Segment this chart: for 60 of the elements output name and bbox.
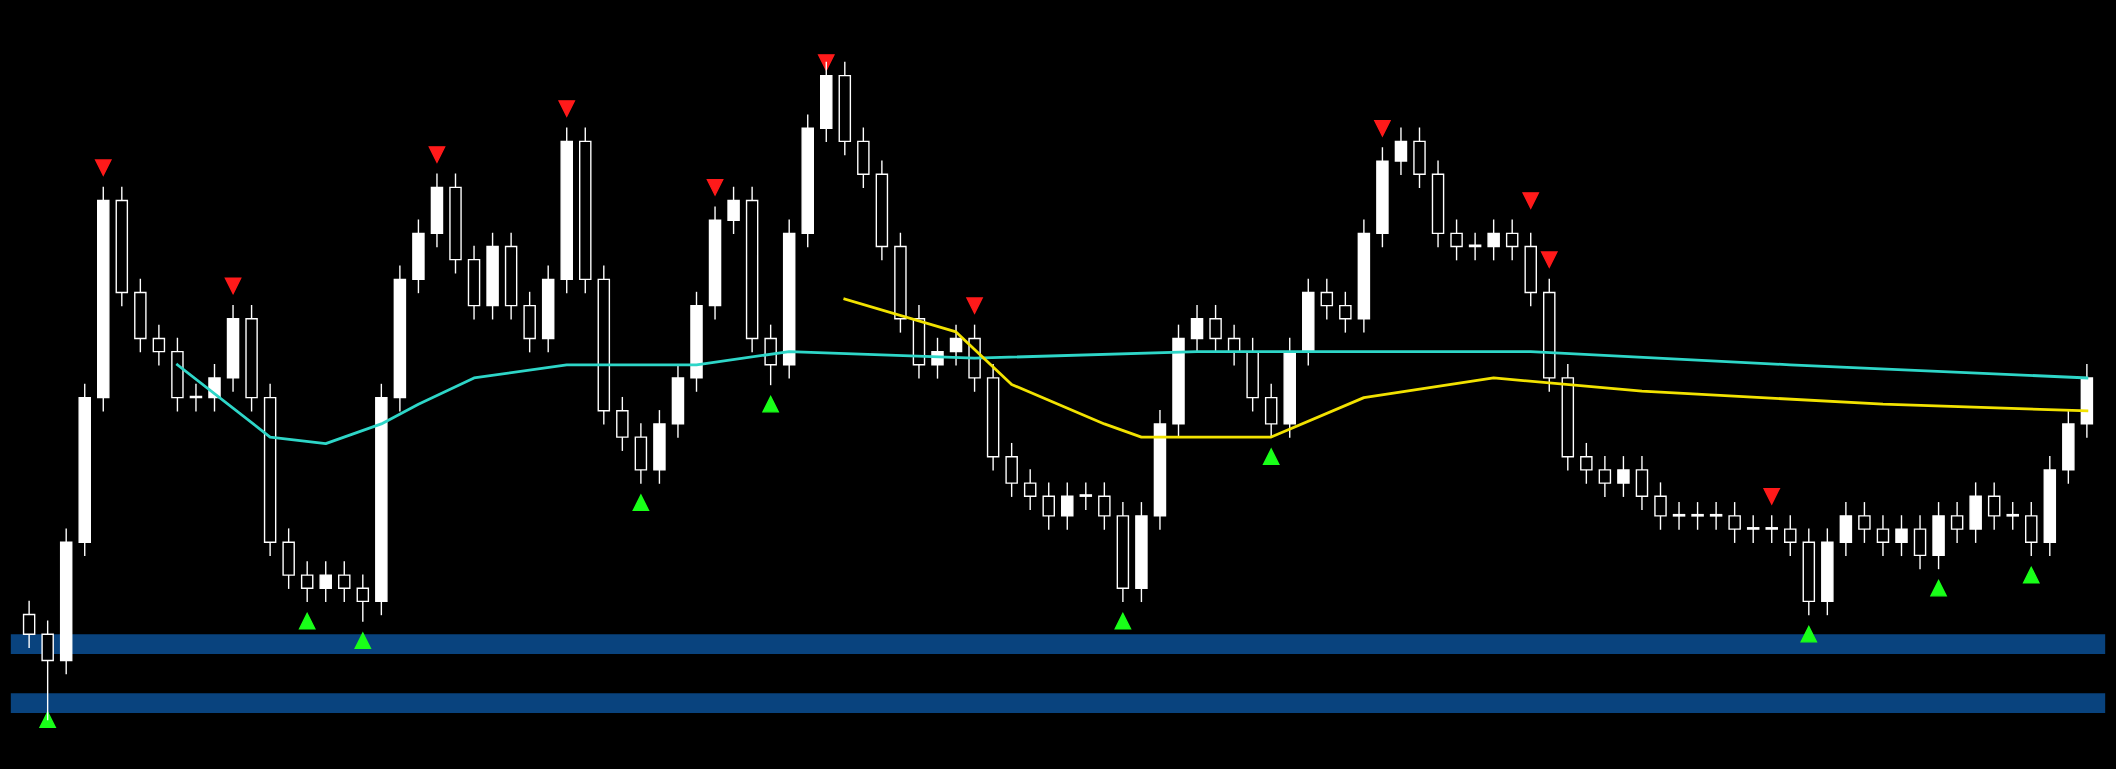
candlestick	[1746, 515, 1760, 543]
candlestick	[1858, 502, 1871, 543]
point	[428, 146, 446, 163]
candlestick	[1505, 219, 1519, 261]
point	[1540, 251, 1558, 268]
point	[224, 277, 242, 295]
point	[39, 711, 56, 728]
candlestick	[1617, 456, 1630, 497]
candlestick	[1895, 515, 1908, 557]
candlestick	[1209, 304, 1222, 353]
point	[632, 494, 650, 512]
candlestick	[2006, 502, 2019, 530]
candlestick	[1098, 482, 1111, 530]
candlestick	[1394, 127, 1408, 175]
candlestick	[1079, 482, 1093, 511]
candlestick	[1339, 291, 1352, 333]
candlestick	[1987, 482, 2001, 530]
candlestick	[1042, 482, 1055, 530]
point	[1522, 192, 1540, 209]
point	[1800, 625, 1818, 643]
point	[558, 100, 576, 117]
candlestick	[1950, 502, 1964, 543]
point	[762, 395, 779, 413]
candlestick	[1487, 219, 1500, 261]
candlestick	[300, 561, 314, 603]
point	[817, 54, 835, 71]
candlestick	[1784, 515, 1797, 557]
candlestick	[1728, 502, 1741, 543]
point	[966, 297, 983, 314]
candlestick	[1320, 278, 1334, 320]
point	[94, 159, 112, 176]
candlestick	[1709, 502, 1723, 530]
candlestick	[1190, 304, 1204, 353]
candlestick	[22, 600, 36, 649]
point	[1374, 119, 1391, 137]
candlestick	[356, 574, 370, 622]
point	[1114, 612, 1132, 630]
point	[1930, 579, 1947, 597]
candlestick	[319, 561, 332, 603]
point	[354, 632, 372, 650]
candlestick	[1876, 515, 1890, 557]
candlestick	[727, 186, 740, 235]
candlestick	[1580, 442, 1593, 484]
candlestick	[1765, 515, 1778, 543]
point	[2022, 566, 2040, 584]
candlestick	[152, 324, 166, 366]
point	[1763, 487, 1781, 505]
candlestick	[1598, 456, 1612, 497]
candlestick	[1691, 502, 1704, 530]
candlestick	[1061, 482, 1074, 530]
candlestick	[1672, 502, 1686, 530]
candlestick	[1023, 469, 1037, 511]
candlestick	[1450, 219, 1463, 261]
candlestick	[338, 561, 351, 603]
point	[1262, 448, 1280, 466]
point	[298, 612, 316, 630]
candlestick	[1654, 482, 1667, 530]
candlestick	[1468, 232, 1482, 261]
candlestick	[949, 324, 963, 366]
point	[706, 179, 724, 196]
